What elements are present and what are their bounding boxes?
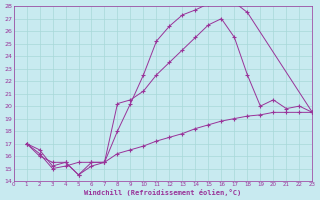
X-axis label: Windchill (Refroidissement éolien,°C): Windchill (Refroidissement éolien,°C) <box>84 189 242 196</box>
